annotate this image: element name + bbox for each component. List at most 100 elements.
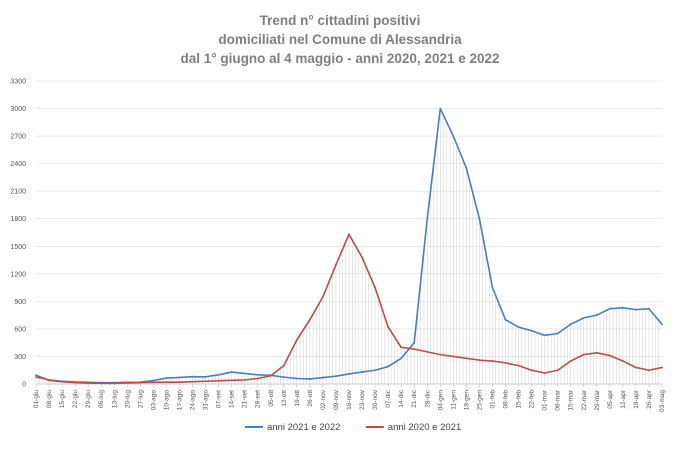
series-2-point-03-mag xyxy=(661,366,663,369)
x-tick-label-10-ago: 10-ago xyxy=(163,390,170,411)
series-2-point-30-nov xyxy=(374,286,376,289)
series-1-point-22-mar xyxy=(582,316,585,319)
series-2-point-29-giu xyxy=(87,382,90,384)
series-1-point-28-dic xyxy=(426,217,429,220)
series-1-point-08-mar xyxy=(556,332,559,335)
x-tick-label-19-ott: 19-ott xyxy=(294,390,301,407)
series-2-point-01-feb xyxy=(491,360,494,362)
y-tick-label-1800: 1800 xyxy=(10,216,26,223)
series-2-point-09-nov xyxy=(335,263,337,266)
series-1-point-23-nov xyxy=(361,371,363,373)
series-1-point-02-nov xyxy=(322,376,324,379)
series-2-point-12-apr xyxy=(621,360,624,362)
y-tick-label-2100: 2100 xyxy=(10,189,26,196)
x-tick-label-16-nov: 16-nov xyxy=(346,389,353,410)
series-1-point-01-mar xyxy=(543,334,546,337)
x-tick-label-03-mag: 03-mag xyxy=(659,390,666,412)
x-tick-label-12-apr: 12-apr xyxy=(620,389,627,409)
x-tick-label-01-feb: 01-feb xyxy=(489,390,496,409)
series-2-point-04-gen xyxy=(439,353,442,356)
series-layer xyxy=(35,107,663,385)
y-axis: 0 300 600 900 1200 1500 1800 2100 2400 2700 3000 33… xyxy=(10,79,26,389)
series-1-point-19-apr xyxy=(635,308,637,311)
x-tick-label-21-set: 21-set xyxy=(242,390,249,408)
x-tick-label-19-apr: 19-apr xyxy=(633,389,640,409)
fill-hatching-layer xyxy=(35,108,659,384)
series-2-point-26-apr xyxy=(648,369,650,372)
x-tick-label-18-gen: 18-gen xyxy=(463,390,470,411)
series-1-point-29-mar xyxy=(595,314,598,317)
x-tick-label-15-giu: 15-giu xyxy=(59,390,66,408)
x-tick-label-06-lug: 06-lug xyxy=(98,390,105,408)
series-2-point-17-ago xyxy=(178,381,181,384)
series-1-point-14-dic xyxy=(400,357,403,360)
series-1-point-21-set xyxy=(243,372,246,375)
x-tick-label-30-nov: 30-nov xyxy=(372,389,379,410)
series-1-point-18-gen xyxy=(465,167,468,170)
series-2-point-22-feb xyxy=(530,369,533,372)
series-2-point-12-ott xyxy=(282,364,285,367)
x-tick-label-13-lug: 13-lug xyxy=(111,390,118,408)
x-tick-label-29-mar: 29-mar xyxy=(594,389,601,410)
x-tick-label-22-feb: 22-feb xyxy=(529,390,536,409)
x-tick-label-02-nov: 02-nov xyxy=(320,389,327,410)
series-2-point-10-ago xyxy=(165,381,168,384)
series-2-point-22-mar xyxy=(582,353,585,356)
series-2-point-21-dic xyxy=(413,348,416,351)
x-tick-label-27-lug: 27-lug xyxy=(137,390,144,408)
series-1-point-24-ago xyxy=(191,375,194,378)
x-tick-label-11-gen: 11-gen xyxy=(450,390,457,410)
series-2-point-23-nov xyxy=(361,256,363,259)
series-1-point-01-giu xyxy=(35,376,37,379)
series-1-point-26-ott xyxy=(308,378,311,380)
series-2-point-27-lug xyxy=(139,381,142,384)
x-tick-label-17-ago: 17-ago xyxy=(176,390,183,411)
legend: anni 2021 e 2022 anni 2020 e 2021 xyxy=(245,422,461,433)
x-tick-label-14-set: 14-set xyxy=(229,390,236,408)
x-tick-label-22-giu: 22-giu xyxy=(72,390,79,408)
series-2-point-08-giu xyxy=(48,379,50,382)
x-tick-label-25-gen: 25-gen xyxy=(476,390,483,411)
y-tick-label-3000: 3000 xyxy=(10,106,26,113)
series-2-point-13-lug xyxy=(113,382,116,385)
series-2-point-15-giu xyxy=(61,380,63,383)
series-2-point-25-gen xyxy=(478,359,481,362)
x-tick-label-01-giu: 01-giu xyxy=(33,390,40,408)
x-tick-label-07-set: 07-set xyxy=(216,390,223,408)
x-tick-label-12-ott: 12-ott xyxy=(281,390,288,407)
series-1-point-01-feb xyxy=(491,286,494,289)
series-1-point-28-set xyxy=(256,373,259,376)
series-2-point-15-feb xyxy=(517,364,520,367)
series-1-point-14-set xyxy=(230,371,233,373)
series-1-point-03-mag xyxy=(661,323,663,326)
series-2-point-29-mar xyxy=(595,351,598,354)
series-2-point-24-ago xyxy=(191,380,194,383)
series-2-point-31-ago xyxy=(204,380,207,383)
series-1-point-03-ago xyxy=(152,379,155,382)
x-tick-label-14-dic: 14-dic xyxy=(398,389,405,407)
series-2-point-28-dic xyxy=(426,350,429,353)
y-tick-label-2700: 2700 xyxy=(10,134,26,141)
legend-label-1: anni 2021 e 2022 xyxy=(267,422,340,433)
series-1-point-15-mar xyxy=(569,323,572,326)
series-2-point-21-set xyxy=(243,378,246,381)
chart-title-line-3: dal 1° giugno al 4 maggio - anni 2020, 2… xyxy=(180,51,499,66)
x-axis: 01-giu 08-giu 15-giu 22-giu 29-giu 06-lug 13-l… xyxy=(33,384,666,412)
y-tick-label-1500: 1500 xyxy=(10,244,26,251)
x-tick-label-15-feb: 15-feb xyxy=(516,390,523,409)
series-2-point-19-ott xyxy=(295,339,298,341)
series-2-point-07-dic xyxy=(387,326,390,328)
series-2-point-01-giu xyxy=(35,374,37,377)
x-tick-label-31-ago: 31-ago xyxy=(203,390,210,411)
series-2-point-08-feb xyxy=(504,361,507,364)
x-tick-label-24-ago: 24-ago xyxy=(190,390,197,411)
chart-title-line-2: domiciliati nel Comune di Alessandria xyxy=(218,32,462,47)
series-1-point-12-apr xyxy=(621,306,624,309)
series-1-point-26-apr xyxy=(648,307,650,310)
series-1-point-21-dic xyxy=(413,341,416,344)
series-1-point-12-ott xyxy=(282,376,285,379)
series-1-point-08-feb xyxy=(504,318,507,321)
series-1-point-15-feb xyxy=(517,326,520,328)
